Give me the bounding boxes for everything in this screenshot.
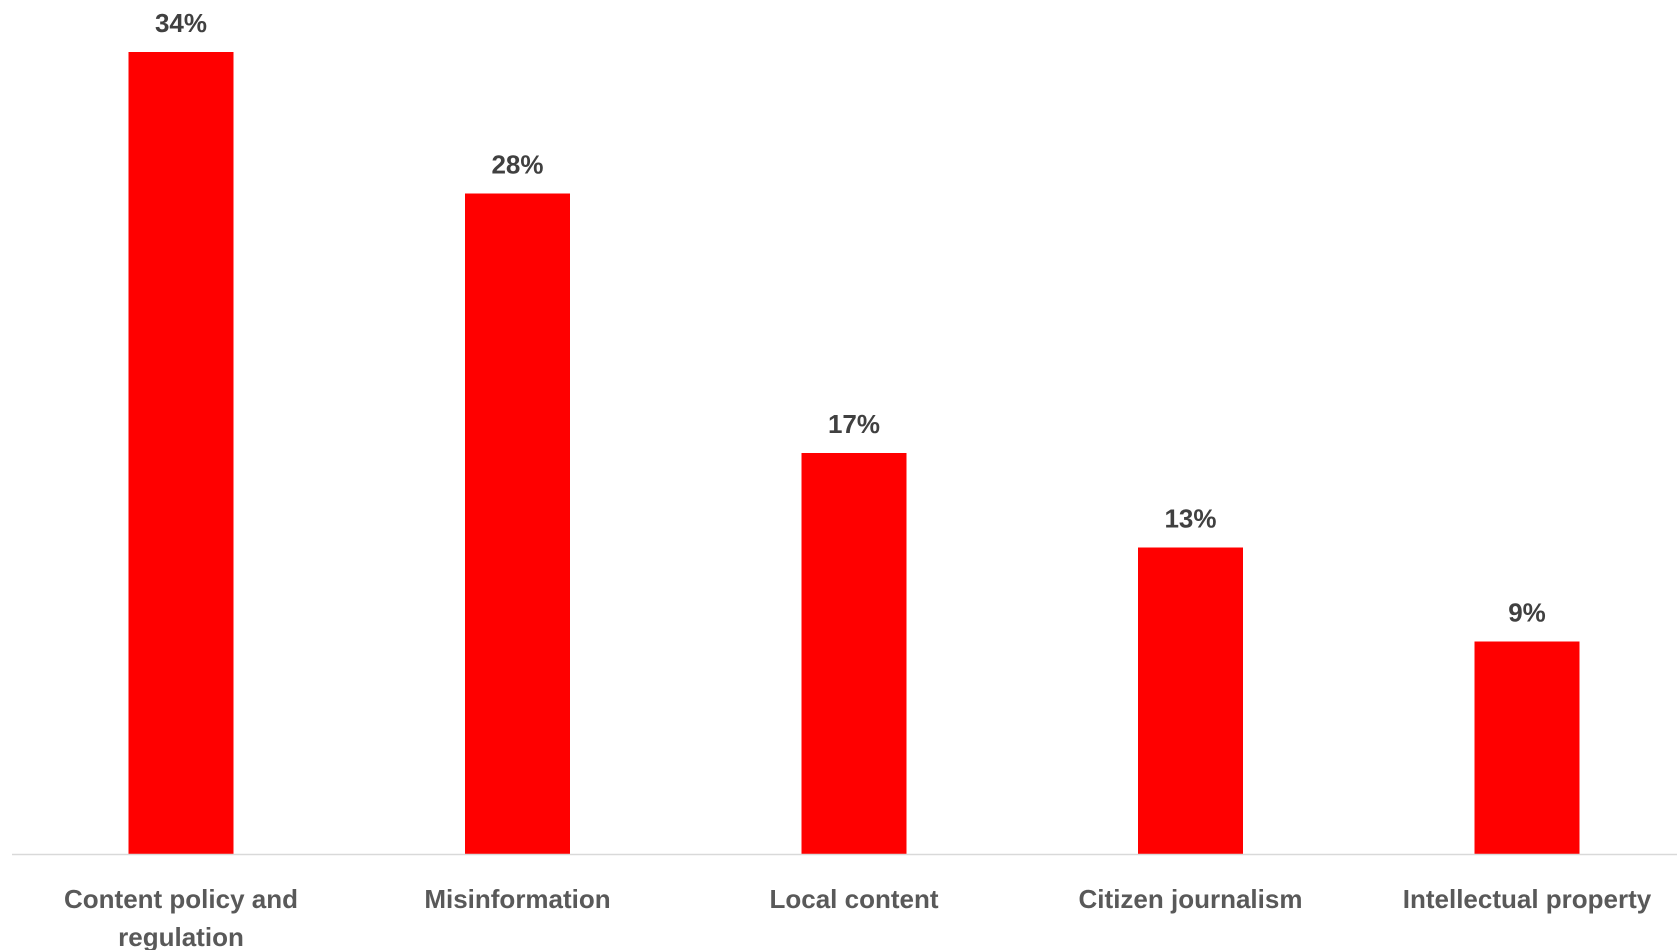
data-label-citizen-journalism: 13% [1164, 503, 1216, 533]
category-labels-group: Content policy and regulation Misinformati… [64, 884, 1652, 950]
category-label-line: Misinformation [424, 884, 610, 914]
category-label-misinformation: Misinformation [424, 884, 610, 914]
data-label-content-policy-and-regulation: 34% [155, 8, 207, 38]
bar-content-policy-and-regulation [128, 52, 234, 854]
category-label-line: Local content [769, 884, 938, 914]
bars-group [128, 52, 1580, 854]
category-label-local-content: Local content [769, 884, 938, 914]
bar-local-content [801, 453, 907, 854]
bar-misinformation [465, 193, 570, 854]
bar-intellectual-property [1474, 641, 1580, 854]
data-labels-group: 34% 28% 17% 13% 9% [155, 8, 1546, 628]
data-label-intellectual-property: 9% [1508, 598, 1546, 628]
category-label-line: regulation [118, 922, 244, 950]
category-label-line: Content policy and [64, 884, 298, 914]
bar-citizen-journalism [1138, 547, 1243, 854]
category-label-line: Intellectual property [1403, 884, 1652, 914]
data-label-local-content: 17% [828, 409, 880, 439]
category-label-line: Citizen journalism [1079, 884, 1303, 914]
category-label-content-policy-and-regulation: Content policy and regulation [64, 884, 298, 950]
category-label-intellectual-property: Intellectual property [1403, 884, 1652, 914]
data-label-misinformation: 28% [491, 150, 543, 180]
category-label-citizen-journalism: Citizen journalism [1079, 884, 1303, 914]
